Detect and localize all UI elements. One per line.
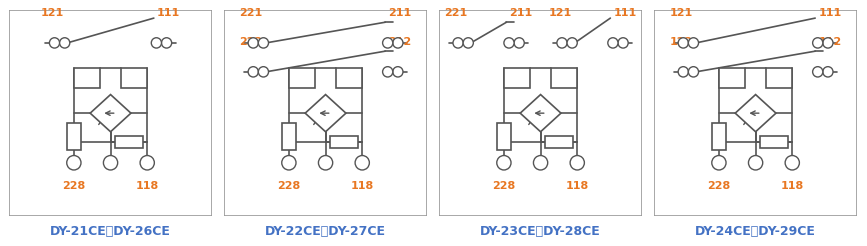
Circle shape [248, 67, 258, 77]
Circle shape [533, 155, 548, 170]
Circle shape [823, 38, 833, 48]
Text: 228: 228 [277, 181, 301, 191]
FancyBboxPatch shape [654, 10, 857, 216]
Text: 118: 118 [780, 181, 804, 191]
Circle shape [688, 38, 699, 48]
Circle shape [570, 155, 584, 170]
Circle shape [161, 38, 172, 48]
Text: DY-24CE，DY-29CE: DY-24CE，DY-29CE [695, 225, 816, 238]
Circle shape [608, 38, 618, 48]
FancyBboxPatch shape [439, 10, 642, 216]
Text: 211: 211 [388, 8, 412, 18]
Circle shape [258, 38, 269, 48]
Text: 228: 228 [707, 181, 731, 191]
Text: 228: 228 [492, 181, 516, 191]
Circle shape [748, 155, 763, 170]
Text: 122: 122 [669, 37, 693, 47]
Circle shape [140, 155, 154, 170]
Circle shape [67, 155, 81, 170]
Circle shape [382, 67, 393, 77]
Bar [766, 68, 792, 88]
Circle shape [812, 67, 823, 77]
Text: 211: 211 [510, 8, 533, 18]
Bar [329, 136, 358, 148]
Bar [336, 68, 362, 88]
Text: DY-23CE，DY-28CE: DY-23CE，DY-28CE [480, 225, 601, 238]
Bar [289, 68, 316, 88]
Circle shape [557, 38, 567, 48]
Circle shape [497, 155, 511, 170]
Circle shape [453, 38, 463, 48]
Text: 221: 221 [239, 8, 263, 18]
Bar [497, 123, 511, 150]
FancyBboxPatch shape [9, 10, 212, 216]
Bar [121, 68, 147, 88]
Circle shape [678, 38, 688, 48]
Circle shape [382, 38, 393, 48]
Circle shape [567, 38, 577, 48]
Bar [759, 136, 788, 148]
Bar [74, 68, 101, 88]
Bar [712, 123, 726, 150]
Circle shape [463, 38, 473, 48]
Circle shape [514, 38, 525, 48]
Circle shape [103, 155, 118, 170]
Circle shape [786, 155, 799, 170]
Text: 118: 118 [135, 181, 159, 191]
Bar [67, 123, 81, 150]
Circle shape [355, 155, 369, 170]
Circle shape [618, 38, 629, 48]
Circle shape [60, 38, 70, 48]
Circle shape [258, 67, 269, 77]
Polygon shape [305, 94, 346, 132]
Text: 118: 118 [565, 181, 589, 191]
Circle shape [248, 38, 258, 48]
Text: 121: 121 [41, 8, 64, 18]
Circle shape [823, 67, 833, 77]
Circle shape [318, 155, 333, 170]
Text: 121: 121 [548, 8, 571, 18]
Bar [504, 68, 531, 88]
Text: DY-22CE，DY-27CE: DY-22CE，DY-27CE [265, 225, 386, 238]
FancyBboxPatch shape [224, 10, 427, 216]
Polygon shape [90, 94, 131, 132]
Polygon shape [520, 94, 561, 132]
Circle shape [688, 67, 699, 77]
Text: 212: 212 [388, 37, 412, 47]
Bar [551, 68, 577, 88]
Text: 222: 222 [239, 37, 263, 47]
Circle shape [49, 38, 60, 48]
Circle shape [812, 38, 823, 48]
Text: 111: 111 [157, 8, 180, 18]
Circle shape [712, 155, 726, 170]
Bar [719, 68, 746, 88]
Bar [544, 136, 573, 148]
Circle shape [151, 38, 161, 48]
Circle shape [678, 67, 688, 77]
Circle shape [282, 155, 296, 170]
Text: 118: 118 [350, 181, 374, 191]
Circle shape [393, 38, 403, 48]
Bar [114, 136, 143, 148]
Text: 111: 111 [818, 8, 842, 18]
Circle shape [504, 38, 514, 48]
Polygon shape [735, 94, 776, 132]
Text: 121: 121 [669, 8, 693, 18]
Bar [282, 123, 296, 150]
Text: 111: 111 [614, 8, 636, 18]
Text: DY-21CE，DY-26CE: DY-21CE，DY-26CE [50, 225, 171, 238]
Circle shape [393, 67, 403, 77]
Text: 112: 112 [818, 37, 842, 47]
Text: 228: 228 [62, 181, 86, 191]
Text: 221: 221 [445, 8, 467, 18]
